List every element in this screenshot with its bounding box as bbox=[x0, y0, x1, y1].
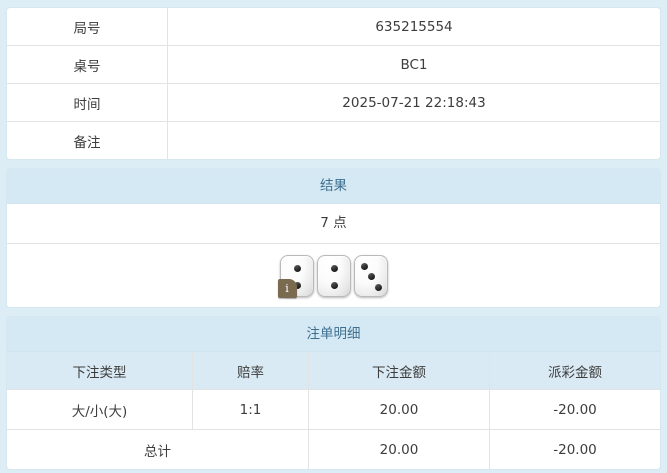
result-card: 结果 7 点 i bbox=[6, 168, 661, 308]
column-header-bet-amount: 下注金额 bbox=[308, 352, 490, 390]
dice-group: i bbox=[277, 254, 388, 298]
bet-detail-table: 下注类型 赔率 下注金额 派彩金额 大/小(大) 1:1 20.00 -20.0… bbox=[7, 352, 660, 469]
section-gap bbox=[0, 160, 667, 168]
cell-total-label: 总计 bbox=[7, 429, 309, 469]
column-header-payout: 派彩金额 bbox=[489, 352, 660, 390]
die-pip bbox=[293, 281, 301, 289]
info-label-time: 时间 bbox=[7, 83, 168, 122]
die-2 bbox=[316, 254, 351, 297]
info-label-table-no: 桌号 bbox=[7, 45, 168, 84]
info-label-round-no: 局号 bbox=[7, 8, 168, 46]
cell-total-bet-amount: 20.00 bbox=[308, 429, 490, 469]
info-value-round-no: 635215554 bbox=[167, 8, 660, 46]
table-total-row: 总计 20.00 -20.00 bbox=[7, 429, 660, 469]
die-pip bbox=[293, 264, 301, 272]
info-label-remark: 备注 bbox=[7, 121, 168, 159]
cell-payout: -20.00 bbox=[489, 389, 660, 430]
die-3 bbox=[353, 254, 388, 297]
dice-info-badge-icon[interactable]: i bbox=[277, 278, 297, 298]
cell-bet-amount: 20.00 bbox=[308, 389, 490, 430]
table-row: 大/小(大) 1:1 20.00 -20.00 bbox=[7, 389, 660, 430]
table-row: 桌号 BC1 bbox=[7, 45, 660, 84]
bet-detail-card: 注单明细 下注类型 赔率 下注金额 派彩金额 大/小(大) 1:1 20.00 … bbox=[6, 316, 661, 470]
table-row: 时间 2025-07-21 22:18:43 bbox=[7, 83, 660, 122]
section-gap bbox=[0, 308, 667, 316]
die-pip bbox=[330, 281, 338, 289]
column-header-bet-type: 下注类型 bbox=[7, 352, 193, 390]
info-value-table-no: BC1 bbox=[167, 45, 660, 84]
die-pip bbox=[374, 283, 382, 291]
bet-detail-page: 局号 635215554 桌号 BC1 时间 2025-07-21 22:18:… bbox=[0, 7, 667, 473]
dice-row: i bbox=[7, 244, 660, 307]
bet-detail-section-title: 注单明细 bbox=[7, 317, 660, 352]
table-header-row: 下注类型 赔率 下注金额 派彩金额 bbox=[7, 352, 660, 390]
die-pip bbox=[330, 264, 338, 272]
result-points-value: 7 点 bbox=[7, 204, 660, 244]
die-pip bbox=[367, 272, 375, 280]
cell-odds: 1:1 bbox=[192, 389, 309, 430]
round-info-table: 局号 635215554 桌号 BC1 时间 2025-07-21 22:18:… bbox=[7, 8, 660, 159]
table-row: 备注 bbox=[7, 121, 660, 159]
die-pip bbox=[360, 262, 368, 270]
result-section-title: 结果 bbox=[7, 169, 660, 204]
info-value-remark bbox=[167, 121, 660, 159]
column-header-odds: 赔率 bbox=[192, 352, 309, 390]
info-value-time: 2025-07-21 22:18:43 bbox=[167, 83, 660, 122]
round-info-card: 局号 635215554 桌号 BC1 时间 2025-07-21 22:18:… bbox=[6, 7, 661, 160]
cell-total-payout: -20.00 bbox=[489, 429, 660, 469]
cell-bet-type: 大/小(大) bbox=[7, 389, 193, 430]
die-1: i bbox=[277, 254, 314, 298]
table-row: 局号 635215554 bbox=[7, 8, 660, 46]
